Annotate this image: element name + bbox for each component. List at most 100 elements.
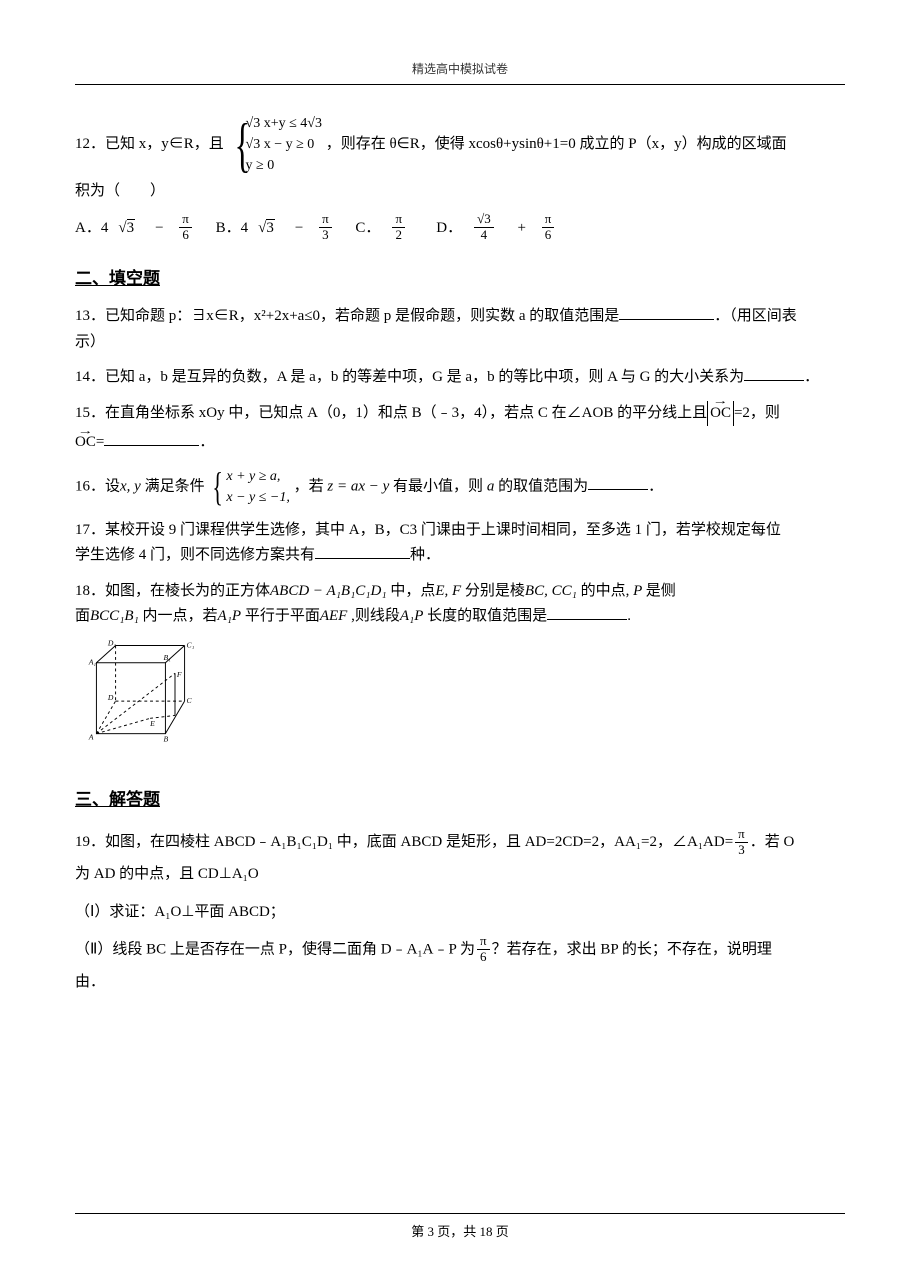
q18-ap2: A₁P: [400, 608, 424, 624]
q16-blank[interactable]: [588, 475, 648, 490]
svg-text:C₁: C₁: [187, 640, 195, 649]
q19-a-end: ．若 O: [750, 834, 795, 850]
q18-b-mid2: 平行于平面: [241, 608, 320, 624]
q18-bc: BC, CC₁: [525, 583, 577, 599]
q18-dot: .: [627, 608, 631, 624]
q16-e: 的取值范围为: [498, 478, 588, 494]
footer-c: 页: [493, 1224, 509, 1239]
q19-d-pre: （Ⅱ）线段 BC 上是否存在一点 P，使得二面角 D﹣A₁A﹣P 为: [75, 941, 475, 957]
q16-z: z = ax − y: [324, 478, 393, 494]
q18-b-mid3: ,则线段: [347, 608, 400, 624]
q12-options: A．43− π6 B．43− π3 C．π2 D．√34 + π6: [75, 212, 845, 243]
question-15: 15．在直角坐标系 xOy 中，已知点 A（0，1）和点 B（﹣3，4），若点 …: [75, 401, 845, 456]
q12-optD-num2: π: [542, 212, 555, 227]
svg-text:B₁: B₁: [164, 653, 172, 662]
q18-abcd: ABCD − A₁B₁C₁D₁: [270, 583, 387, 599]
q19-f2-den: 6: [477, 949, 490, 965]
question-14: 14．已知 a，b 是互异的负数，A 是 a，b 的等差中项，G 是 a，b 的…: [75, 365, 845, 391]
question-16: 16．设x, y 满足条件 x + y ≥ a, x − y ≤ −1, ，若 …: [75, 466, 845, 508]
q12-system: √3 x+y ≤ 4√3 √3 x − y ≥ 0 y ≥ 0: [228, 113, 322, 176]
svg-text:A: A: [88, 732, 94, 741]
q19-f2-num: π: [477, 934, 490, 949]
q15-blank[interactable]: [104, 431, 199, 446]
q12-optA-den: 6: [179, 227, 192, 243]
section-3-title: 三、解答题: [75, 786, 845, 813]
footer-rule: [75, 1213, 845, 1214]
question-18: 18．如图，在棱长为的正方体ABCD − A₁B₁C₁D₁ 中，点E, F 分别…: [75, 579, 845, 765]
q17-blank[interactable]: [315, 544, 410, 559]
q13-blank[interactable]: [619, 305, 714, 320]
q18-aef: AEF: [320, 608, 348, 624]
q16-sys-2: x − y ≤ −1,: [226, 487, 290, 508]
q18-ef: E, F: [435, 583, 461, 599]
q12-optD-den1: 4: [474, 227, 494, 243]
q12-optD-den2: 6: [542, 227, 555, 243]
q13-b: ．（用区间表: [714, 308, 797, 324]
q12-optC-num: π: [392, 212, 405, 227]
section-2-title: 二、填空题: [75, 265, 845, 292]
q12-stem-a: 12．已知 x，y∈R，且: [75, 136, 224, 152]
q19-f1-den: 3: [735, 842, 748, 858]
q19-a: 19．如图，在四棱柱 ABCD﹣A₁B₁C₁D₁ 中，底面 ABCD 是矩形，且…: [75, 834, 733, 850]
q17-c: 种．: [410, 547, 440, 563]
svg-text:B: B: [164, 734, 169, 743]
q17-b: 学生选修 4 门，则不同选修方案共有: [75, 547, 315, 563]
q15-vec-oc-abs: OC: [710, 401, 731, 427]
doc-header: 精选高中模拟试卷: [75, 60, 845, 79]
q13-a: 13．已知命题 p：∃x∈R，x²+2x+a≤0，若命题 p 是假命题，则实数 …: [75, 308, 619, 324]
q12-optC-den: 2: [392, 227, 405, 243]
q18-a-mid: 中，点: [387, 583, 436, 599]
q12-optB-den: 3: [319, 227, 332, 243]
q12-stem-b: ，则存在 θ∈R，使得 xcosθ+ysinθ+1=0 成立的 P（x，y）构成…: [326, 136, 787, 152]
q18-blank[interactable]: [547, 605, 627, 620]
q19-d-end: ？若存在，求出 BP 的长；不存在，说明理: [492, 941, 772, 957]
q18-b-pre: 面: [75, 608, 90, 624]
svg-text:C: C: [187, 696, 193, 705]
q12-optA-pre: A．4: [75, 220, 108, 236]
q12-optD-num1: √3: [474, 212, 494, 227]
q16-sys-1: x + y ≥ a,: [226, 466, 290, 487]
footer-a: 第: [411, 1224, 427, 1239]
q12-optA-num: π: [179, 212, 192, 227]
q18-a-mid2: 分别是棱: [461, 583, 525, 599]
svg-text:F: F: [176, 670, 182, 679]
q18-b-end: 长度的取值范围是: [423, 608, 547, 624]
q19-e: 由．: [75, 967, 845, 997]
question-19: 19．如图，在四棱柱 ABCD﹣A₁B₁C₁D₁ 中，底面 ABCD 是矩形，且…: [75, 826, 845, 998]
q15-eq: =2，则: [734, 405, 780, 421]
q12-stem-c: 积为（ ）: [75, 176, 845, 206]
q12-optB-num: π: [319, 212, 332, 227]
q14-end: ．: [804, 369, 819, 385]
q13-c: 示）: [75, 330, 845, 356]
question-13: 13．已知命题 p：∃x∈R，x²+2x+a≤0，若命题 p 是假命题，则实数 …: [75, 304, 845, 355]
q12-sys-2: √3 x − y ≥ 0: [246, 134, 322, 155]
q19-b: 为 AD 的中点，且 CD⊥A₁O: [75, 859, 845, 889]
footer-total: 18: [480, 1224, 493, 1239]
q16-xy: x, y: [120, 478, 141, 494]
q18-a-end: 的中点,: [577, 583, 630, 599]
page-footer: 第 3 页，共 18 页: [0, 1213, 920, 1243]
q16-avar: a: [483, 478, 498, 494]
svg-text:D₁: D₁: [107, 638, 117, 647]
q18-bcc: BCC₁B₁: [90, 608, 139, 624]
q16-a: 16．设: [75, 478, 120, 494]
q16-dot: ．: [648, 478, 663, 494]
q15-dot: ．: [199, 434, 214, 450]
q12-optD-pre: D．: [436, 220, 462, 236]
question-12: 12．已知 x，y∈R，且 √3 x+y ≤ 4√3 √3 x − y ≥ 0 …: [75, 113, 845, 243]
cube-diagram: D₁ C₁ A₁ B₁ D C A B F E: [83, 634, 198, 749]
svg-text:D: D: [107, 693, 114, 702]
svg-text:E: E: [149, 719, 155, 728]
q12-sys-1: √3 x+y ≤ 4√3: [246, 113, 322, 134]
q19-f1-num: π: [735, 827, 748, 842]
question-17: 17．某校开设 9 门课程供学生选修，其中 A，B，C3 门课由于上课时间相同，…: [75, 518, 845, 569]
q16-d: 有最小值，则: [393, 478, 483, 494]
q14-blank[interactable]: [744, 366, 804, 381]
q12-optA-sqrt: 3: [127, 219, 136, 236]
q19-c: （Ⅰ）求证：A₁O⊥平面 ABCD；: [75, 897, 845, 927]
svg-text:A₁: A₁: [88, 658, 97, 667]
q12-optC-pre: C．: [355, 220, 380, 236]
q16-b: 满足条件: [141, 478, 205, 494]
q18-b-mid: 内一点，若: [139, 608, 218, 624]
q18-ap: A₁P: [218, 608, 242, 624]
